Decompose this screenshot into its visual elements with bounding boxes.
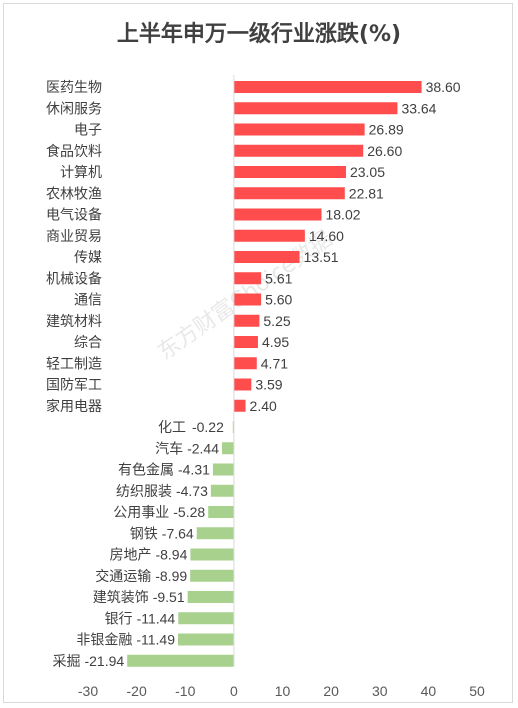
value-label-0: 38.60 — [426, 79, 461, 95]
chart-frame — [3, 3, 513, 703]
x-tick-label-5: 20 — [323, 683, 339, 699]
category-label-12: 综合 — [74, 335, 102, 351]
x-tick-label-6: 30 — [372, 683, 388, 699]
category-label-13: 轻工制造 — [46, 356, 102, 372]
bar-10 — [233, 293, 262, 306]
bar-9 — [233, 272, 262, 285]
value-label-19: -4.73 — [176, 483, 208, 499]
bar-5 — [233, 187, 345, 200]
value-label-21: -7.64 — [162, 525, 194, 541]
category-label-23: 交通运输 — [95, 568, 151, 585]
bar-12 — [233, 336, 258, 348]
value-label-13: 4.71 — [261, 355, 288, 371]
value-label-11: 5.25 — [263, 313, 290, 329]
value-label-26: -11.49 — [136, 632, 175, 648]
bar-20 — [208, 506, 234, 518]
bar-24 — [187, 591, 234, 603]
value-label-1: 33.64 — [401, 100, 436, 116]
value-label-8: 13.51 — [304, 249, 339, 265]
value-label-25: -11.44 — [137, 610, 176, 626]
value-label-6: 18.02 — [325, 207, 360, 223]
value-label-18: -4.31 — [178, 462, 210, 478]
category-label-20: 公用事业 — [113, 505, 169, 521]
bar-21 — [196, 527, 234, 540]
value-label-23: -8.99 — [155, 568, 187, 584]
value-label-20: -5.28 — [173, 504, 205, 520]
value-label-22: -8.94 — [155, 547, 187, 563]
category-label-5: 农林牧渔 — [46, 186, 102, 202]
value-label-3: 26.60 — [367, 143, 402, 159]
bar-0 — [233, 81, 422, 93]
bar-6 — [233, 208, 322, 221]
bar-13 — [233, 357, 257, 370]
value-label-14: 3.59 — [255, 377, 282, 393]
x-tick-label-3: 0 — [230, 683, 238, 699]
bar-14 — [233, 378, 252, 391]
category-label-1: 休闲服务 — [46, 101, 102, 117]
bar-15 — [233, 399, 246, 412]
x-tick-label-1: -20 — [127, 683, 147, 699]
bar-1 — [233, 102, 398, 115]
value-label-16: -0.22 — [192, 419, 224, 435]
category-label-2: 电子 — [74, 123, 102, 139]
category-label-26: 非银金融 — [76, 633, 132, 649]
value-label-17: -2.44 — [187, 440, 219, 456]
value-label-4: 23.05 — [350, 164, 385, 180]
x-tick-label-0: -30 — [78, 683, 98, 699]
bar-7 — [233, 229, 305, 242]
x-tick-label-4: 10 — [275, 683, 291, 699]
bar-22 — [190, 548, 234, 561]
bar-23 — [190, 569, 234, 582]
category-label-4: 计算机 — [60, 165, 102, 181]
category-label-10: 通信 — [74, 293, 102, 309]
category-label-24: 建筑装饰 — [93, 590, 149, 606]
value-label-27: -21.94 — [84, 653, 124, 669]
bar-11 — [233, 314, 260, 327]
bar-18 — [212, 463, 234, 476]
x-tick-label-8: 50 — [469, 683, 485, 699]
value-label-7: 14.60 — [309, 228, 344, 244]
category-label-16: 化工 — [158, 420, 186, 436]
category-label-27: 采掘 — [52, 654, 80, 670]
category-label-0: 医药生物 — [46, 80, 102, 96]
bar-3 — [233, 144, 364, 157]
category-label-6: 电气设备 — [46, 207, 102, 224]
bar-27 — [127, 654, 234, 667]
category-label-11: 建筑材料 — [46, 314, 102, 330]
x-tick-label-7: 40 — [421, 683, 437, 699]
value-label-5: 22.81 — [349, 185, 384, 201]
value-label-9: 5.61 — [265, 270, 292, 286]
bar-2 — [233, 123, 365, 136]
category-label-14: 国防军工 — [46, 378, 102, 394]
value-label-24: -9.51 — [153, 589, 185, 605]
category-label-17: 汽车 — [155, 440, 183, 457]
category-label-19: 纺织服装 — [116, 484, 172, 500]
category-label-21: 钢铁 — [130, 526, 158, 542]
bar-4 — [233, 166, 346, 178]
value-label-15: 2.40 — [250, 398, 277, 414]
value-label-10: 5.60 — [265, 292, 292, 308]
category-label-15: 家用电器 — [46, 398, 102, 415]
category-label-25: 银行 — [105, 611, 133, 627]
bar-25 — [178, 612, 234, 625]
category-label-18: 有色金属 — [118, 462, 174, 479]
value-label-12: 4.95 — [262, 334, 289, 350]
x-tick-label-2: -10 — [175, 683, 195, 699]
bar-26 — [178, 633, 234, 646]
category-label-8: 传媒 — [74, 250, 102, 266]
bar-17 — [222, 442, 234, 455]
category-label-7: 商业贸易 — [46, 229, 102, 245]
value-label-2: 26.89 — [369, 122, 404, 138]
category-label-3: 食品饮料 — [46, 143, 102, 160]
bar-16 — [232, 421, 234, 433]
category-label-9: 机械设备 — [46, 270, 102, 287]
bar-8 — [233, 251, 300, 263]
category-label-22: 房地产 — [109, 548, 151, 564]
bar-19 — [210, 484, 234, 497]
chart-title: 上半年申万一级行业涨跌(%) — [116, 22, 402, 47]
